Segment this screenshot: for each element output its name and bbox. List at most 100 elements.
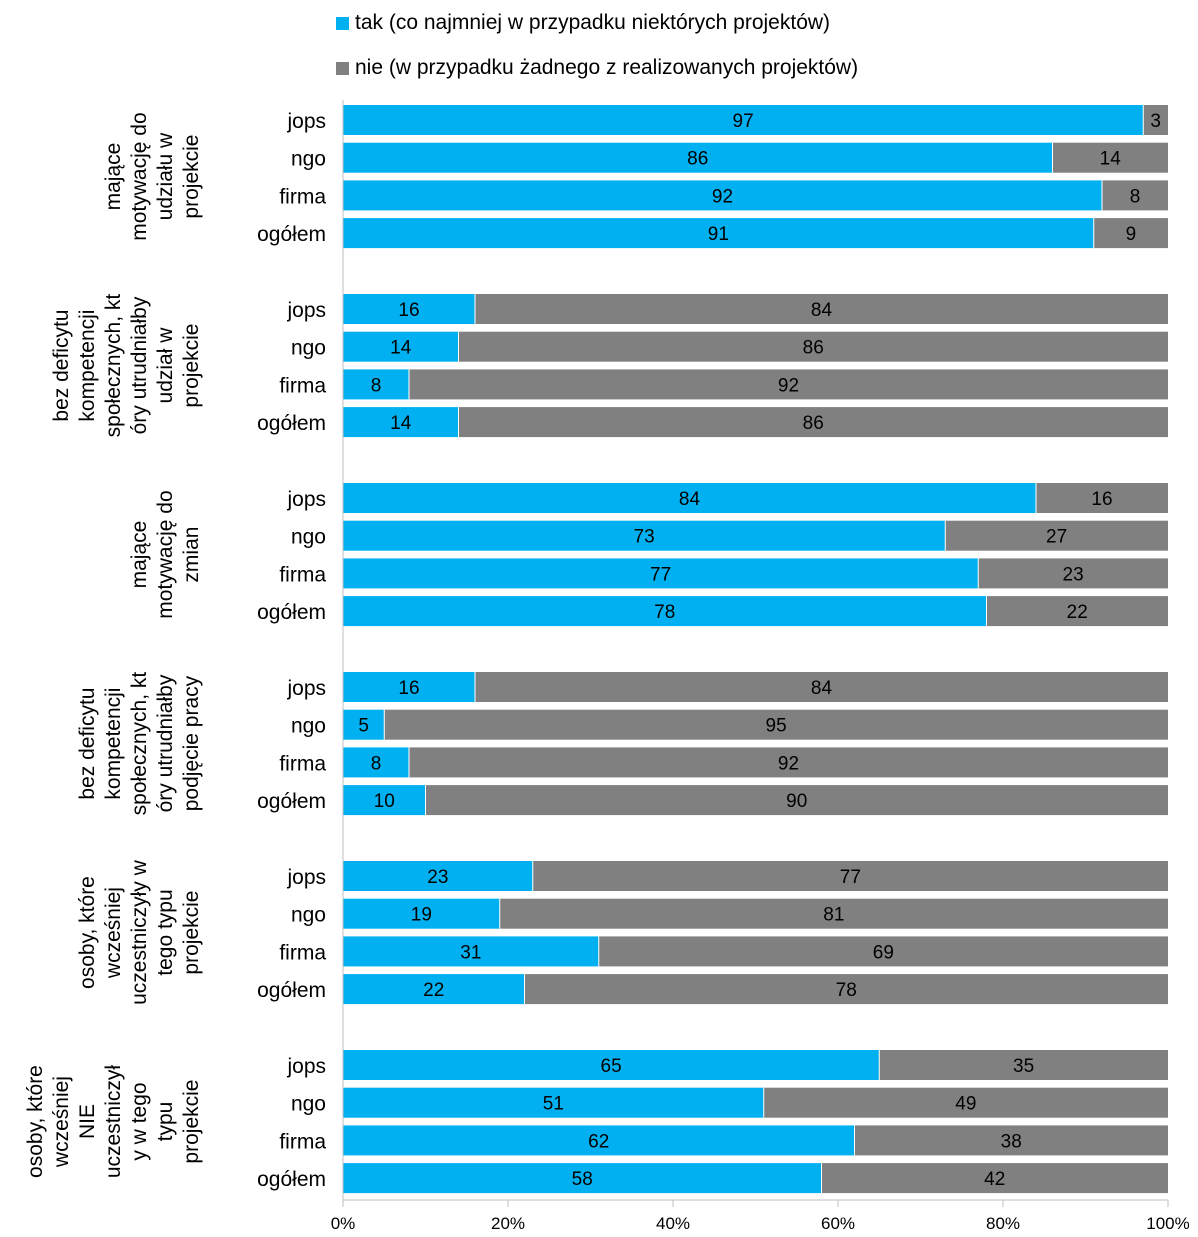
bar-segment-tak [343, 142, 1053, 173]
group-label: mające motywację do udziału w projekcie [102, 112, 203, 240]
legend-label-tak: tak (co najmniej w przypadku niektórych … [355, 11, 831, 34]
category-label: ogółem [257, 412, 326, 435]
data-label-nie: 84 [811, 300, 833, 321]
bar-segment-nie [524, 974, 1168, 1005]
data-label-tak: 19 [411, 905, 432, 926]
data-label-tak: 92 [712, 186, 733, 207]
data-label-tak: 51 [543, 1094, 564, 1115]
category-label: ogółem [257, 979, 326, 1002]
category-label: firma [279, 374, 326, 397]
bar-segment-nie [763, 1087, 1168, 1118]
data-label-nie: 92 [778, 753, 799, 774]
group-label-line: bez deficytu [50, 310, 73, 422]
bar-segment-nie [1102, 180, 1168, 211]
category-label: jops [286, 866, 326, 889]
bar-segment-tak [343, 180, 1102, 211]
x-tick-label: 80% [986, 1214, 1020, 1233]
group-label-line: podjęcie pracy [180, 675, 203, 811]
legend-item-tak: tak (co najmniej w przypadku niektórych … [336, 8, 830, 38]
group-label: bez deficytu kompetencji społecznych, kt ór… [76, 672, 203, 816]
data-label-nie: 3 [1150, 111, 1161, 132]
data-label-nie: 23 [1063, 564, 1084, 585]
group-label-line: osoby, które [24, 1065, 47, 1178]
category-label: ngo [291, 526, 326, 549]
category-label: ngo [291, 904, 326, 927]
bar-segment-nie [1036, 483, 1168, 513]
group-label: bez deficytu kompetencji społecznych, kt ór… [50, 294, 203, 438]
data-label-nie: 42 [984, 1169, 1005, 1190]
data-label-nie: 9 [1126, 224, 1137, 245]
bar-segment-nie [986, 596, 1168, 627]
bar-segment-tak [343, 672, 475, 702]
bar-segment-nie [425, 785, 1168, 816]
group-label-line: społecznych, kt [128, 672, 151, 816]
group-label-line: mające [128, 521, 151, 589]
x-tick-label: 0% [331, 1214, 356, 1233]
legend-item-nie: nie (w przypadku żadnego z realizowanych… [336, 53, 858, 83]
bar-segment-nie [458, 407, 1168, 438]
bar-segment-nie [1143, 105, 1168, 135]
data-label-nie: 95 [766, 716, 787, 737]
category-label: ngo [291, 337, 326, 360]
bar-segment-tak [343, 1087, 764, 1118]
data-label-tak: 97 [733, 111, 754, 132]
group-label-line: projekcie [180, 324, 203, 408]
chart-legend: tak (co najmniej w przypadku niektórych … [0, 0, 1198, 100]
group-label-line: kompetencji [102, 688, 125, 800]
data-label-nie: 14 [1100, 149, 1122, 170]
data-label-tak: 78 [654, 602, 675, 623]
category-label: firma [279, 941, 326, 964]
group-label-line: óry utrudniałby [128, 296, 151, 434]
data-label-nie: 77 [840, 867, 861, 888]
bar-segment-tak [343, 1163, 822, 1194]
group-label-line: uczestniczył [102, 1065, 125, 1179]
data-label-tak: 22 [423, 980, 444, 1001]
data-label-nie: 90 [786, 791, 807, 812]
bar-segment-nie [879, 1050, 1168, 1080]
category-label: ogółem [257, 223, 326, 246]
group-label-line: bez deficytu [76, 688, 99, 800]
data-label-tak: 91 [708, 224, 729, 245]
bar-segment-tak [343, 785, 426, 816]
group-label-line: projekcie [180, 891, 203, 975]
data-label-tak: 58 [572, 1169, 593, 1190]
category-label: ngo [291, 715, 326, 738]
group-label: osoby, które wcześniej uczestniczyły w tego… [76, 859, 203, 1005]
bar-segment-tak [343, 218, 1094, 249]
bar-segment-nie [475, 294, 1168, 324]
data-label-nie: 8 [1130, 186, 1141, 207]
group-label-line: wcześniej [50, 1076, 73, 1168]
x-tick-label: 40% [656, 1214, 690, 1233]
bar-segment-tak [343, 1125, 855, 1156]
legend-swatch-tak [336, 16, 349, 30]
data-label-tak: 84 [679, 489, 701, 510]
group-label-line: społecznych, kt [102, 294, 125, 438]
bar-segment-tak [343, 747, 409, 778]
data-label-tak: 16 [398, 678, 419, 699]
bar-segment-nie [499, 898, 1168, 929]
category-label: jops [286, 110, 326, 133]
bar-segment-tak [343, 709, 385, 740]
data-label-nie: 86 [803, 338, 824, 359]
data-label-nie: 86 [803, 413, 824, 434]
data-label-tak: 16 [398, 300, 419, 321]
bar-segment-tak [343, 936, 599, 967]
data-label-nie: 38 [1001, 1131, 1022, 1152]
group-label-line: osoby, które [76, 876, 99, 989]
category-label: ogółem [257, 601, 326, 624]
bar-segment-nie [475, 672, 1168, 702]
bar-segment-nie [458, 331, 1168, 362]
category-label: firma [279, 185, 326, 208]
data-label-tak: 8 [371, 375, 382, 396]
data-label-nie: 16 [1091, 489, 1112, 510]
bar-segment-nie [598, 936, 1168, 967]
category-label: ngo [291, 148, 326, 171]
category-label: jops [286, 488, 326, 511]
category-label: firma [279, 563, 326, 586]
x-tick-label: 100% [1146, 1214, 1189, 1233]
data-label-tak: 10 [374, 791, 395, 812]
data-label-nie: 27 [1046, 527, 1067, 548]
data-label-nie: 35 [1013, 1056, 1034, 1077]
bar-segment-tak [343, 898, 500, 929]
